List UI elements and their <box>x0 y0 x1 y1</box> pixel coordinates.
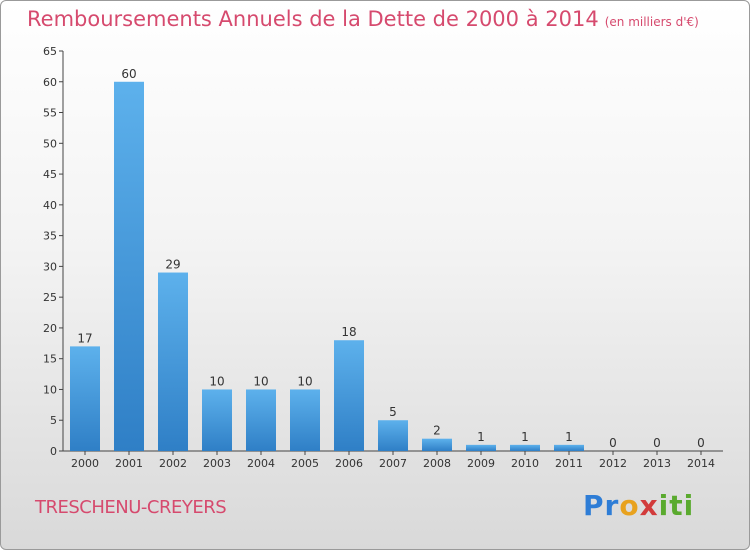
x-tick-label: 2010 <box>511 457 539 470</box>
y-tick-label: 15 <box>43 353 57 366</box>
x-tick-label: 2008 <box>423 457 451 470</box>
bar-chart: 0510152025303540455055606517200060200129… <box>43 45 723 470</box>
x-tick-label: 2007 <box>379 457 407 470</box>
y-tick-label: 25 <box>43 291 57 304</box>
proxiti-logo: Proxiti <box>583 489 694 522</box>
bar-value-label: 0 <box>653 436 661 450</box>
bar-value-label: 0 <box>609 436 617 450</box>
bar <box>290 389 320 451</box>
y-tick-label: 5 <box>50 414 57 427</box>
bar <box>202 389 232 451</box>
x-tick-label: 2009 <box>467 457 495 470</box>
bar-value-label: 0 <box>697 436 705 450</box>
y-tick-label: 60 <box>43 76 57 89</box>
logo-part-4: iti <box>658 489 695 522</box>
bar <box>378 420 408 451</box>
bar-value-label: 1 <box>565 430 573 444</box>
y-tick-label: 30 <box>43 260 57 273</box>
chart-title: Remboursements Annuels de la Dette de 20… <box>27 7 699 31</box>
bar <box>510 444 540 451</box>
bar <box>422 438 452 451</box>
x-tick-label: 2004 <box>247 457 275 470</box>
bar-value-label: 1 <box>477 430 485 444</box>
chart-title-text: Remboursements Annuels de la Dette de 20… <box>27 7 599 31</box>
bar-value-label: 29 <box>165 258 180 272</box>
y-tick-label: 50 <box>43 137 57 150</box>
place-name: TRESCHENU-CREYERS <box>35 497 227 518</box>
x-tick-label: 2006 <box>335 457 363 470</box>
bar <box>70 346 100 451</box>
bar-value-label: 1 <box>521 430 529 444</box>
bar-value-label: 10 <box>297 374 312 388</box>
bar-value-label: 2 <box>433 424 441 438</box>
x-tick-label: 2011 <box>555 457 583 470</box>
bar-value-label: 10 <box>209 374 224 388</box>
bar-value-label: 10 <box>253 374 268 388</box>
y-tick-label: 45 <box>43 168 57 181</box>
bar <box>334 340 364 451</box>
logo-part-2: o <box>619 489 640 522</box>
bar-value-label: 5 <box>389 405 397 419</box>
x-tick-label: 2001 <box>115 457 143 470</box>
bar <box>158 272 188 451</box>
bar-value-label: 18 <box>341 325 356 339</box>
x-tick-label: 2005 <box>291 457 319 470</box>
x-tick-label: 2000 <box>71 457 99 470</box>
y-tick-label: 10 <box>43 383 57 396</box>
y-tick-label: 40 <box>43 199 57 212</box>
bar-value-label: 17 <box>77 331 92 345</box>
bar <box>114 81 144 452</box>
logo-part-1: Pr <box>583 489 620 522</box>
y-tick-label: 20 <box>43 322 57 335</box>
y-tick-label: 0 <box>50 445 57 458</box>
logo-part-3: x <box>639 489 659 522</box>
x-tick-label: 2013 <box>643 457 671 470</box>
y-tick-label: 35 <box>43 230 57 243</box>
bar <box>554 444 584 451</box>
bar-value-label: 60 <box>121 67 136 81</box>
bar <box>466 444 496 451</box>
x-tick-label: 2012 <box>599 457 627 470</box>
x-tick-label: 2003 <box>203 457 231 470</box>
y-tick-label: 55 <box>43 107 57 120</box>
chart-unit: (en milliers d'€) <box>604 15 699 29</box>
y-tick-label: 65 <box>43 45 57 58</box>
bar <box>246 389 276 451</box>
x-tick-label: 2014 <box>687 457 715 470</box>
x-tick-label: 2002 <box>159 457 187 470</box>
